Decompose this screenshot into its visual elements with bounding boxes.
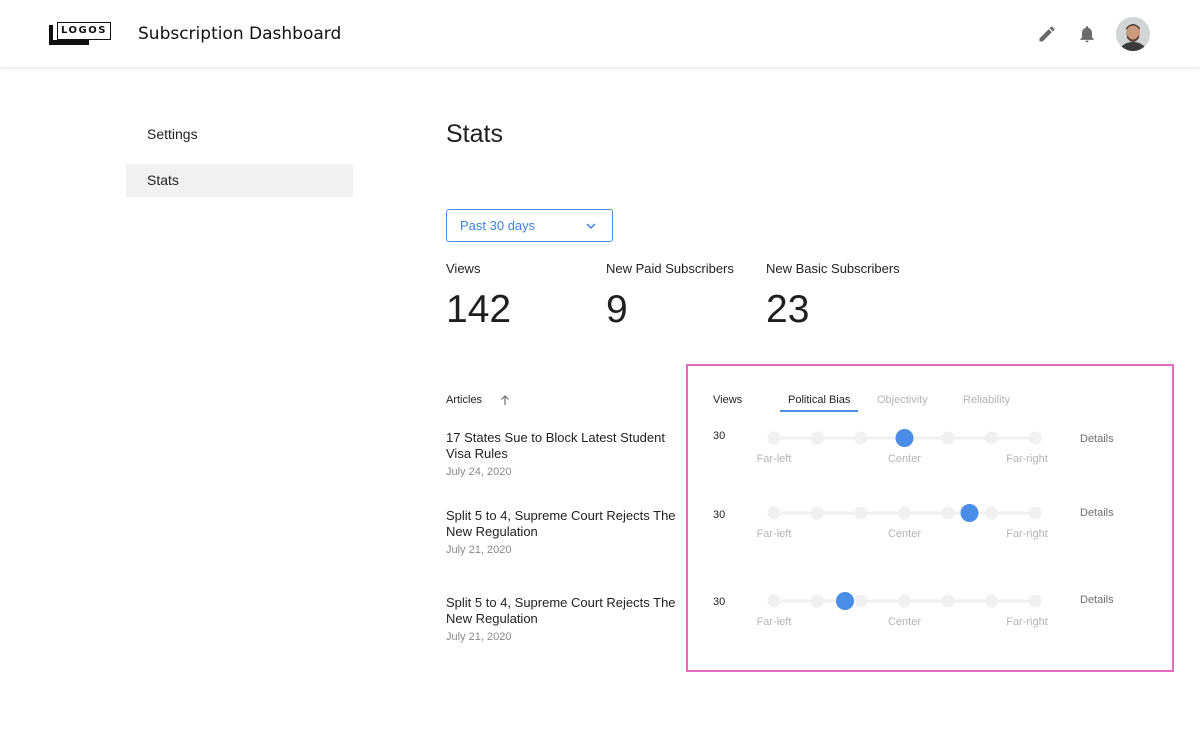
political-bias-scale: Far-left Center Far-right bbox=[757, 504, 1048, 540]
scale-label-right: Far-right bbox=[1006, 616, 1048, 628]
article-date: July 24, 2020 bbox=[446, 466, 512, 478]
date-range-select[interactable]: Past 30 days bbox=[446, 209, 613, 242]
article-views: 30 bbox=[713, 430, 726, 442]
scale-label-left: Far-left bbox=[757, 528, 792, 540]
tab-political-bias[interactable]: Political Bias bbox=[780, 394, 859, 412]
stat-label-basic-subscribers: New Basic Subscribers bbox=[766, 261, 900, 276]
details-link[interactable]: Details bbox=[1080, 594, 1114, 606]
bias-marker bbox=[895, 429, 914, 447]
logo-text: LOGOS bbox=[57, 22, 111, 40]
stat-label-paid-subscribers: New Paid Subscribers bbox=[606, 261, 734, 276]
scale-step-dot bbox=[811, 431, 824, 445]
scale-label-left: Far-left bbox=[757, 616, 792, 628]
app-title: Subscription Dashboard bbox=[138, 24, 342, 44]
sort-arrow-up-icon[interactable] bbox=[499, 394, 511, 406]
scale-step-dot bbox=[811, 506, 824, 520]
bias-marker bbox=[836, 592, 854, 610]
scale-step-dot bbox=[1028, 506, 1042, 520]
scale-step-dot bbox=[811, 594, 824, 608]
views-column-header: Views bbox=[713, 394, 743, 406]
scale-step-dot bbox=[985, 594, 998, 608]
scale-step-dot bbox=[941, 506, 955, 520]
stat-value-basic-subscribers: 23 bbox=[766, 288, 810, 331]
avatar[interactable] bbox=[1116, 17, 1150, 51]
bell-icon[interactable] bbox=[1077, 24, 1097, 44]
sidebar-item-stats[interactable]: Stats bbox=[126, 164, 353, 197]
article-views: 30 bbox=[713, 509, 726, 521]
scale-label-center: Center bbox=[888, 453, 921, 465]
highlight-annotation-box bbox=[686, 364, 1174, 672]
details-link[interactable]: Details bbox=[1080, 433, 1114, 445]
logos-logo[interactable]: LOGOS bbox=[49, 22, 111, 46]
article-title[interactable]: Split 5 to 4, Supreme Court Rejects The … bbox=[446, 595, 676, 626]
scale-step-dot bbox=[854, 431, 868, 445]
scale-step-dot bbox=[767, 506, 781, 520]
page-title: Stats bbox=[446, 120, 503, 148]
scale-step-dot bbox=[854, 506, 868, 520]
scale-step-dot bbox=[1028, 431, 1042, 445]
tab-objectivity[interactable]: Objectivity bbox=[877, 394, 928, 406]
scale-label-center: Center bbox=[888, 616, 921, 628]
chevron-down-icon bbox=[586, 223, 596, 230]
bias-marker bbox=[960, 504, 979, 522]
article-date: July 21, 2020 bbox=[446, 544, 512, 556]
scale-label-right: Far-right bbox=[1006, 528, 1048, 540]
scale-step-dot bbox=[941, 431, 955, 445]
top-bar: LOGOS Subscription Dashboard bbox=[0, 0, 1200, 67]
article-views: 30 bbox=[713, 596, 726, 608]
sidebar-item-settings[interactable]: Settings bbox=[147, 126, 198, 142]
stat-label-views: Views bbox=[446, 261, 481, 276]
stat-value-views: 142 bbox=[446, 288, 512, 331]
scale-step-dot bbox=[985, 431, 998, 445]
political-bias-scale: Far-left Center Far-right bbox=[757, 592, 1048, 628]
article-title[interactable]: Split 5 to 4, Supreme Court Rejects The … bbox=[446, 508, 676, 539]
details-link[interactable]: Details bbox=[1080, 507, 1114, 519]
stat-value-paid-subscribers: 9 bbox=[606, 288, 628, 331]
articles-column-header[interactable]: Articles bbox=[446, 394, 483, 406]
scale-step-dot bbox=[854, 594, 868, 608]
pencil-icon[interactable] bbox=[1037, 24, 1057, 44]
logo-base-shape bbox=[49, 40, 89, 45]
scale-step-dot bbox=[898, 594, 911, 608]
scale-step-dot bbox=[941, 594, 955, 608]
scale-label-right: Far-right bbox=[1006, 453, 1048, 465]
article-title[interactable]: 17 States Sue to Block Latest Student Vi… bbox=[446, 430, 665, 461]
date-range-value: Past 30 days bbox=[460, 218, 536, 233]
scale-step-dot bbox=[985, 506, 998, 520]
logo-flag-shape bbox=[49, 25, 53, 45]
article-date: July 21, 2020 bbox=[446, 631, 512, 643]
scale-label-center: Center bbox=[888, 528, 921, 540]
scale-step-dot bbox=[767, 594, 781, 608]
tab-reliability[interactable]: Reliability bbox=[963, 394, 1011, 406]
scale-step-dot bbox=[898, 506, 911, 520]
scale-step-dot bbox=[767, 431, 781, 445]
political-bias-scale: Far-left Center Far-right bbox=[757, 429, 1048, 465]
avatar-photo bbox=[1116, 17, 1150, 51]
scale-step-dot bbox=[1028, 594, 1042, 608]
scale-label-left: Far-left bbox=[757, 453, 792, 465]
